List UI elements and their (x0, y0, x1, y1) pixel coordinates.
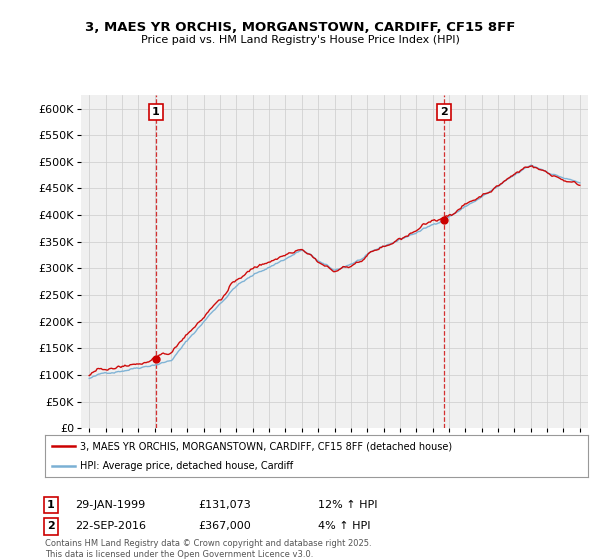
Text: £131,073: £131,073 (198, 500, 251, 510)
Text: 2: 2 (47, 521, 55, 531)
Text: 1: 1 (47, 500, 55, 510)
Text: 4% ↑ HPI: 4% ↑ HPI (318, 521, 371, 531)
Text: 2: 2 (440, 107, 448, 117)
Text: HPI: Average price, detached house, Cardiff: HPI: Average price, detached house, Card… (80, 461, 293, 470)
Text: Price paid vs. HM Land Registry's House Price Index (HPI): Price paid vs. HM Land Registry's House … (140, 35, 460, 45)
Text: 1: 1 (152, 107, 160, 117)
Text: 29-JAN-1999: 29-JAN-1999 (75, 500, 145, 510)
Text: Contains HM Land Registry data © Crown copyright and database right 2025.
This d: Contains HM Land Registry data © Crown c… (45, 539, 371, 559)
Text: 22-SEP-2016: 22-SEP-2016 (75, 521, 146, 531)
Text: 12% ↑ HPI: 12% ↑ HPI (318, 500, 377, 510)
Text: 3, MAES YR ORCHIS, MORGANSTOWN, CARDIFF, CF15 8FF: 3, MAES YR ORCHIS, MORGANSTOWN, CARDIFF,… (85, 21, 515, 34)
Text: £367,000: £367,000 (198, 521, 251, 531)
Text: 3, MAES YR ORCHIS, MORGANSTOWN, CARDIFF, CF15 8FF (detached house): 3, MAES YR ORCHIS, MORGANSTOWN, CARDIFF,… (80, 441, 452, 451)
